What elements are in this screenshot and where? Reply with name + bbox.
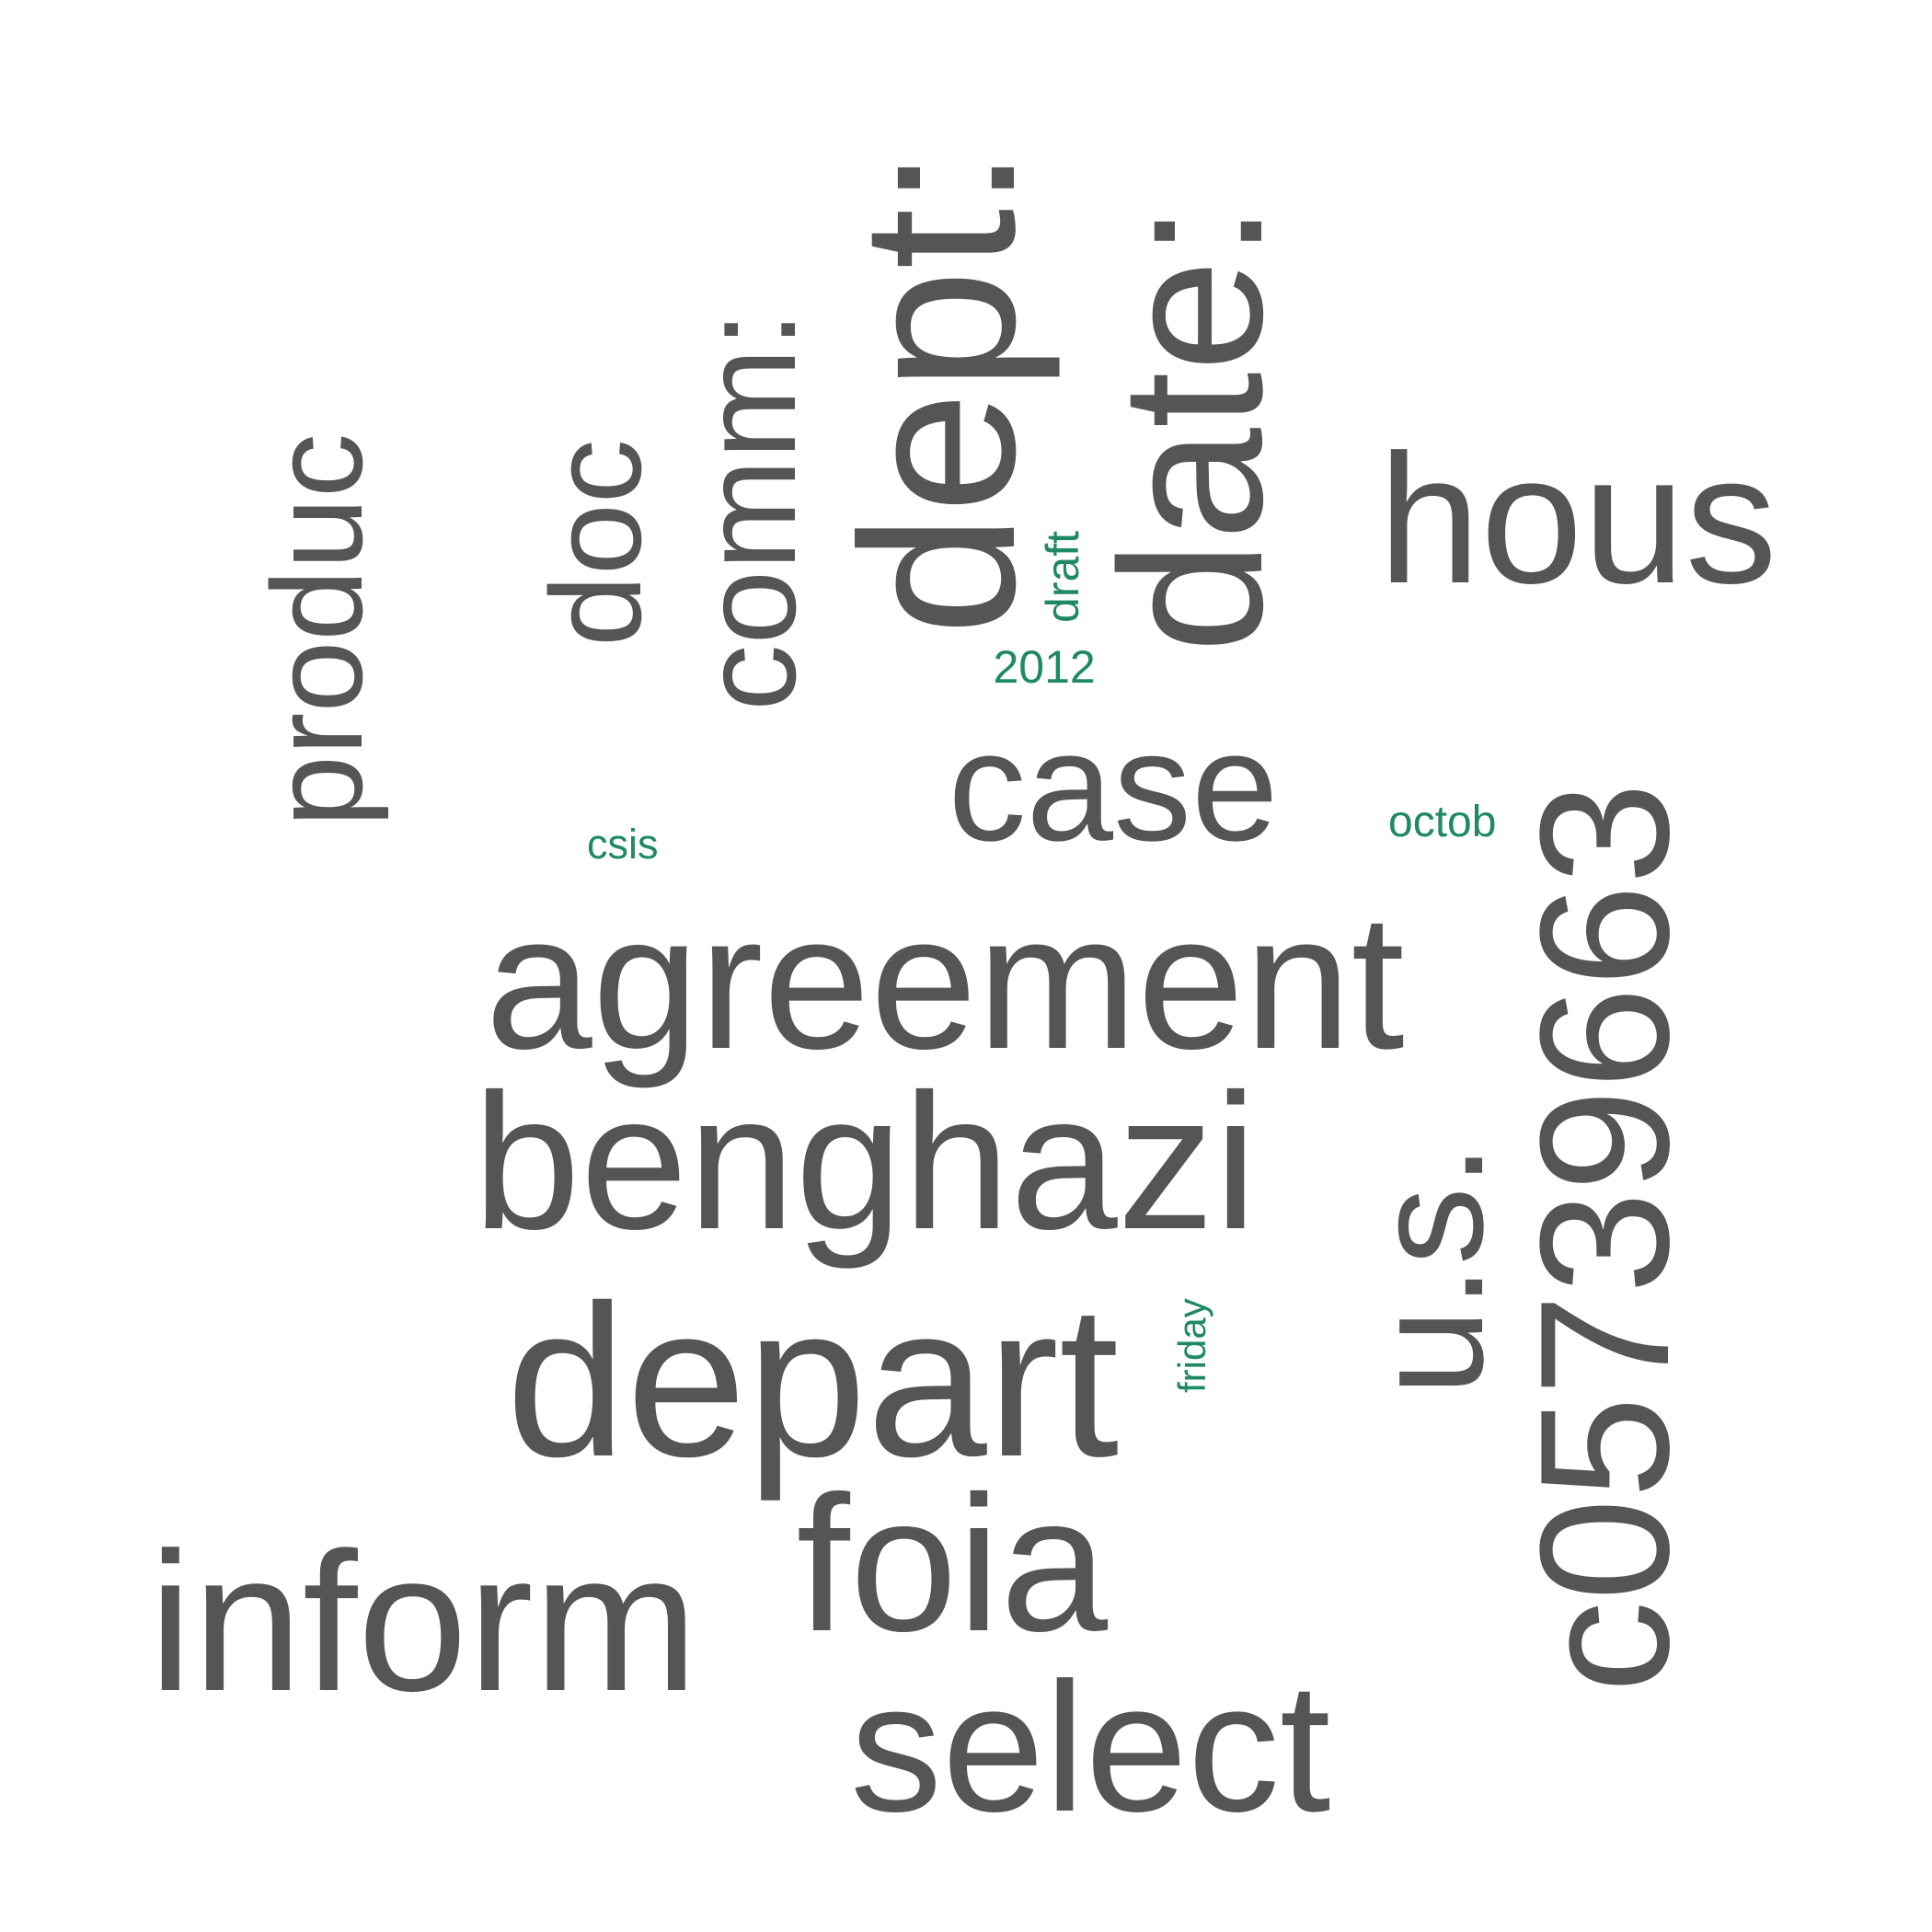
word-draft: draft	[1037, 530, 1088, 623]
word-csis: csis	[587, 821, 659, 868]
word-friday: friday	[1170, 1298, 1213, 1393]
word-hous: hous	[1378, 417, 1777, 622]
word-date: date:	[1078, 202, 1305, 653]
word-comm: comm:	[674, 310, 823, 711]
word-c05739663: c05739663	[1502, 782, 1708, 1693]
word-depart: depart	[506, 1259, 1120, 1501]
word-benghazi: benghazi	[473, 1053, 1258, 1270]
word-2012: 2012	[993, 641, 1096, 693]
word-us: u.s.	[1341, 1143, 1516, 1396]
word-produc: produc	[245, 432, 389, 827]
word-doc: doc	[523, 439, 668, 647]
word-agreement: agreement	[485, 875, 1405, 1089]
word-case: case	[948, 699, 1279, 874]
word-octob: octob	[1388, 798, 1497, 846]
word-foia: foia	[796, 1455, 1109, 1672]
word-inform: inform	[148, 1511, 698, 1732]
word-select: select	[850, 1645, 1331, 1850]
word-dept: dept:	[814, 146, 1061, 636]
